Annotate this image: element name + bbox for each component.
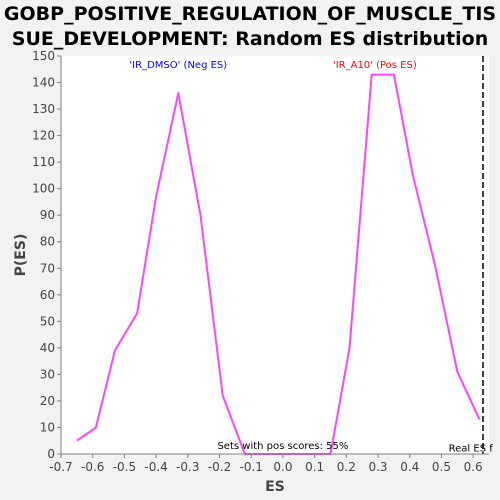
y-tick-label: 70 bbox=[40, 261, 55, 275]
annotation-2: Sets with pos scores: 55% bbox=[217, 441, 348, 452]
x-tick-label: -0.5 bbox=[113, 460, 136, 474]
x-axis-label: ES bbox=[265, 479, 285, 495]
y-tick-label: 100 bbox=[32, 182, 55, 196]
y-tick-label: 120 bbox=[32, 129, 55, 143]
x-tick-label: -0.4 bbox=[144, 460, 167, 474]
annotation-0: 'IR_DMSO' (Neg ES) bbox=[129, 60, 227, 71]
y-tick-label: 50 bbox=[40, 314, 55, 328]
y-tick-label: 80 bbox=[40, 235, 55, 249]
x-tick-label: 0.1 bbox=[305, 460, 324, 474]
y-tick-label: 30 bbox=[40, 367, 55, 381]
x-tick-label: 0.0 bbox=[273, 460, 292, 474]
y-tick-label: 130 bbox=[32, 102, 55, 116]
x-tick-label: 0.5 bbox=[432, 460, 451, 474]
y-tick-label: 40 bbox=[40, 341, 55, 355]
x-tick-label: -0.7 bbox=[49, 460, 72, 474]
y-axis-label: P(ES) bbox=[13, 234, 29, 277]
x-tick-label: -0.1 bbox=[240, 460, 263, 474]
x-tick-label: 0.6 bbox=[464, 460, 483, 474]
y-tick-label: 10 bbox=[40, 420, 55, 434]
x-tick-label: -0.2 bbox=[208, 460, 231, 474]
y-tick-label: 140 bbox=[32, 76, 55, 90]
y-tick-label: 90 bbox=[40, 208, 55, 222]
x-tick-label: -0.3 bbox=[176, 460, 199, 474]
plot-area bbox=[61, 56, 489, 454]
annotation-3: Real ES f bbox=[449, 444, 494, 455]
y-tick-label: 20 bbox=[40, 394, 55, 408]
x-tick-label: 0.2 bbox=[337, 460, 356, 474]
y-tick-label: 150 bbox=[32, 49, 55, 63]
annotation-1: 'IR_A10' (Pos ES) bbox=[333, 60, 417, 71]
y-tick-label: 110 bbox=[32, 155, 55, 169]
x-tick-label: 0.4 bbox=[400, 460, 419, 474]
y-tick-label: 0 bbox=[47, 447, 55, 461]
x-tick-label: 0.3 bbox=[368, 460, 387, 474]
y-tick-label: 60 bbox=[40, 288, 55, 302]
x-tick-label: -0.6 bbox=[81, 460, 104, 474]
